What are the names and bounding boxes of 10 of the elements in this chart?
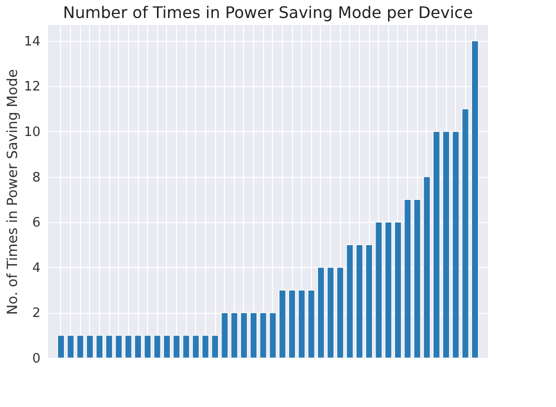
y-tick-label: 6 bbox=[32, 216, 40, 231]
y-tick-label: 14 bbox=[24, 34, 40, 50]
y-tick-label: 8 bbox=[32, 170, 40, 186]
chart-title: Number of Times in Power Saving Mode per Device bbox=[63, 3, 473, 22]
y-tick-label: 10 bbox=[24, 124, 40, 140]
y-tick-label: 0 bbox=[32, 352, 40, 366]
y-tick-label: 12 bbox=[24, 80, 40, 95]
y-tick-label: 4 bbox=[32, 260, 40, 276]
y-tick-label: 2 bbox=[32, 306, 40, 322]
y-axis-title: No. of Times in Power Saving Mode bbox=[4, 69, 21, 315]
